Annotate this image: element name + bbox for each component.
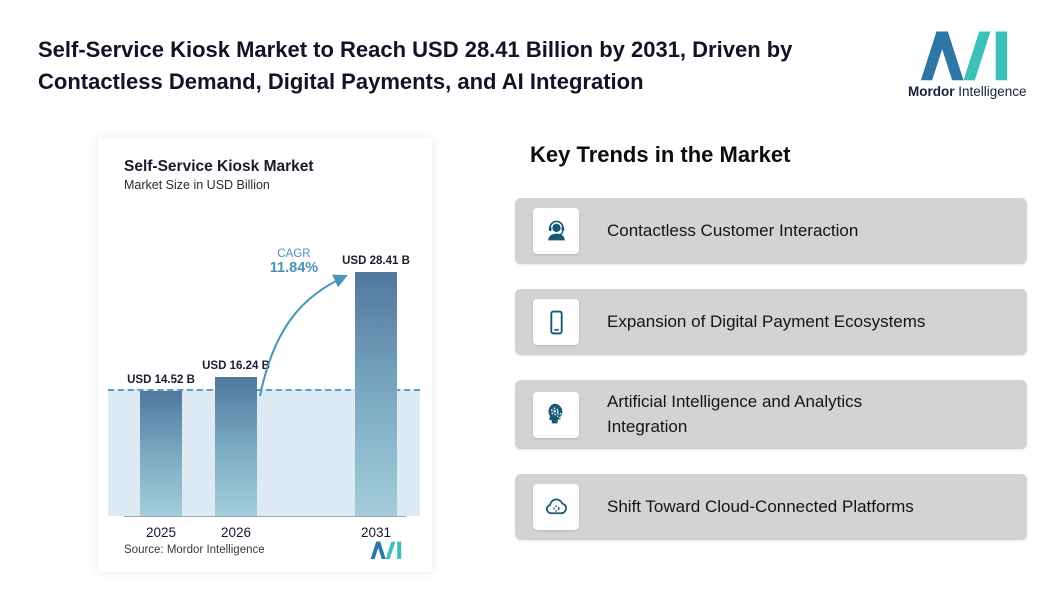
trend-icon-box: [533, 391, 579, 438]
bar-value-label: USD 16.24 B: [202, 360, 270, 372]
brand-logo: Mordor Intelligence: [908, 28, 1027, 99]
smartphone-icon: [549, 310, 563, 334]
trend-icon-box: [533, 208, 579, 254]
chart-subtitle: Market Size in USD Billion: [124, 178, 270, 192]
bar-value-label: USD 14.52 B: [127, 374, 195, 386]
trend-card-contactless: Contactless Customer Interaction: [515, 198, 1027, 264]
trend-icon-box: [533, 484, 579, 531]
cloud-icon: [545, 498, 567, 514]
headset-agent-icon: [547, 220, 565, 240]
trend-label: Expansion of Digital Payment Ecosystems: [607, 311, 926, 331]
brand-word-2: Intelligence: [958, 84, 1027, 99]
trend-icon-box: [533, 299, 579, 345]
bar-value-label: USD 28.41 B: [342, 255, 410, 267]
trend-label: Shift Toward Cloud-Connected Platforms: [607, 496, 914, 516]
trend-card-cloud-platforms: Shift Toward Cloud-Connected Platforms: [515, 474, 1027, 541]
source-text: Source: Mordor Intelligence: [124, 544, 265, 556]
head-gears-icon: [547, 403, 562, 424]
x-axis-label-2025: 2025: [145, 525, 177, 540]
trend-label: Artificial Intelligence and Analytics In…: [607, 392, 863, 436]
growth-arrow-icon: [259, 274, 348, 397]
brand-word-1: Mordor: [908, 84, 955, 99]
bar-group-2031: USD 28.41 B: [342, 255, 410, 516]
page-headline: Self-Service Kiosk Market to Reach USD 2…: [38, 37, 793, 94]
trend-label: Contactless Customer Interaction: [607, 220, 859, 240]
trend-card-digital-payments: Expansion of Digital Payment Ecosystems: [515, 289, 1027, 355]
bar-group-2026: USD 16.24 B: [202, 360, 270, 516]
cagr-label: CAGR: [277, 248, 311, 260]
chart-footer-logo-icon: [370, 541, 402, 559]
bar-2025: [140, 391, 182, 516]
trend-card-ai-analytics: Artificial Intelligence and Analytics In…: [515, 380, 1027, 450]
bar-2026: [215, 377, 257, 516]
market-chart-card: Self-Service Kiosk Market Market Size in…: [98, 138, 432, 572]
cagr-value: 11.84%: [269, 260, 319, 276]
chart-title: Self-Service Kiosk Market: [124, 158, 314, 175]
chart-footer: Source: Mordor Intelligence: [124, 540, 404, 560]
bar-group-2025: USD 14.52 B: [127, 374, 195, 516]
mordor-logo-icon: [920, 31, 1008, 81]
trends-list: Contactless Customer Interaction Expansi…: [515, 198, 1027, 541]
x-axis-label-2026: 2026: [220, 525, 252, 540]
trends-heading: Key Trends in the Market: [530, 142, 791, 167]
x-axis-label-2031: 2031: [360, 525, 392, 540]
bar-2031: [355, 272, 397, 516]
brand-name: Mordor Intelligence: [908, 84, 1027, 99]
plot-area: USD 14.52 B USD 16.24 B USD 28.41 B CAGR…: [108, 216, 420, 540]
cagr-annotation: CAGR 11.84%: [252, 248, 336, 276]
